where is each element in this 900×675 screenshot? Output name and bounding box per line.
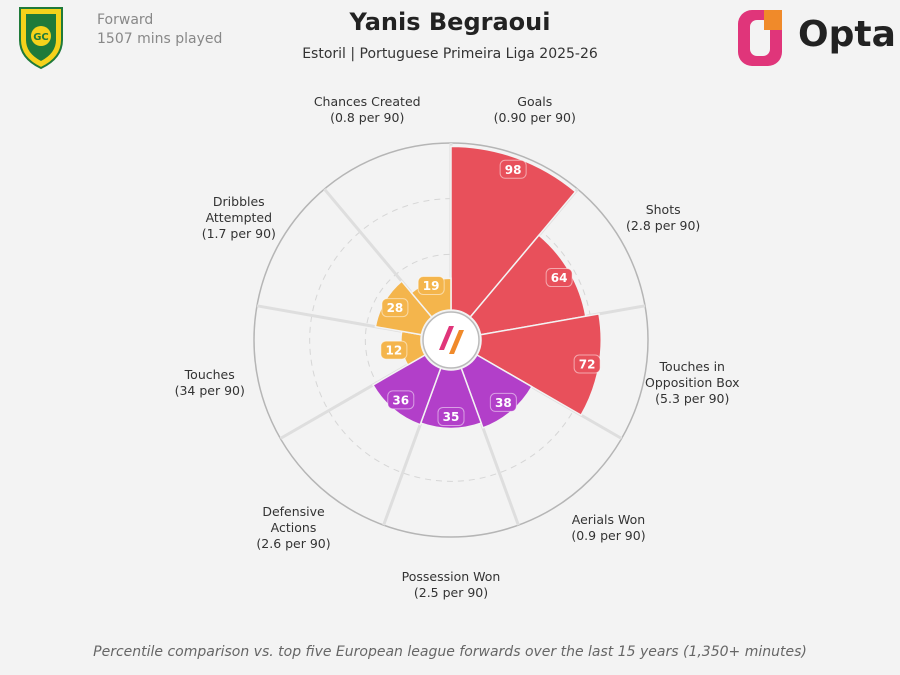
minutes: 1507 mins played <box>97 31 223 47</box>
value-badge <box>545 268 573 288</box>
category-name: Aerials Won <box>571 511 646 527</box>
category-label: Defensive Actions (2.6 per 90) <box>254 504 334 552</box>
chart-title: Yanis Begraoui <box>349 8 551 36</box>
value-badge <box>417 275 445 295</box>
category-label: Goals (0.90 per 90) <box>460 94 610 126</box>
value-label: 12 <box>386 344 403 358</box>
value-label: 38 <box>495 396 512 410</box>
value-label: 98 <box>505 163 522 177</box>
chart-subtitle: Estoril | Portuguese Primeira Liga 2025-… <box>302 46 598 62</box>
category-label: Shots (2.8 per 90) <box>588 202 738 234</box>
bar <box>469 234 587 336</box>
value-badge <box>387 390 415 410</box>
opta-logo-icon <box>738 10 782 66</box>
brand: Opta <box>798 14 896 55</box>
value-label: 72 <box>579 358 596 372</box>
position: Forward <box>97 12 154 28</box>
value-label: 64 <box>551 271 568 285</box>
per90-label: (2.6 per 90) <box>256 535 331 551</box>
per90-label: (5.3 per 90) <box>655 390 730 406</box>
category-name: Dribbles Attempted <box>205 193 273 225</box>
value-badge <box>380 340 408 360</box>
value-badge <box>573 354 601 374</box>
per90-label: (1.7 per 90) <box>201 225 276 241</box>
category-name: Defensive Actions <box>262 503 325 535</box>
value-badge <box>489 392 517 412</box>
club-crest: GC <box>19 7 63 70</box>
category-name: Possession Won <box>401 569 501 584</box>
svg-text:GC: GC <box>33 32 49 43</box>
per90-label: (0.90 per 90) <box>493 109 576 125</box>
value-label: 36 <box>392 393 409 407</box>
category-name: Shots <box>645 201 681 217</box>
value-label: 35 <box>443 410 460 424</box>
value-label: 28 <box>387 301 404 315</box>
category-label: Possession Won (2.5 per 90) <box>376 569 526 601</box>
per90-label: (0.9 per 90) <box>571 527 646 543</box>
per90-label: (2.8 per 90) <box>626 217 701 233</box>
value-badge <box>437 406 465 426</box>
value-badge <box>499 159 527 179</box>
bar <box>450 145 577 319</box>
per90-label: (2.5 per 90) <box>413 585 489 600</box>
center-logo <box>449 330 464 354</box>
center-hole <box>422 311 480 369</box>
category-label: Touches (34 per 90) <box>135 367 285 399</box>
category-name: Goals <box>517 93 553 109</box>
category-name: Touches <box>184 366 235 382</box>
bar <box>475 313 602 417</box>
per90-label: (0.8 per 90) <box>330 109 405 125</box>
value-badge <box>381 298 409 318</box>
category-label: Dribbles Attempted (1.7 per 90) <box>199 194 279 242</box>
center-logo <box>439 326 454 350</box>
plot: 98 64 72 38 35 36 12 28 19 <box>253 142 649 538</box>
category-name: Chances Created <box>313 93 421 109</box>
category-label: Aerials Won (0.9 per 90) <box>533 512 683 544</box>
category-label: Chances Created (0.8 per 90) <box>292 94 442 126</box>
category-label: Touches in Opposition Box (5.3 per 90) <box>642 359 742 407</box>
footnote: Percentile comparison vs. top five Europ… <box>93 644 807 660</box>
player-info: Forward 1507 mins played <box>97 11 222 49</box>
category-name: Touches in Opposition Box <box>645 358 740 390</box>
per90-label: (34 per 90) <box>174 382 245 398</box>
value-label: 19 <box>423 279 440 293</box>
bar <box>371 353 442 426</box>
bar <box>460 353 533 429</box>
